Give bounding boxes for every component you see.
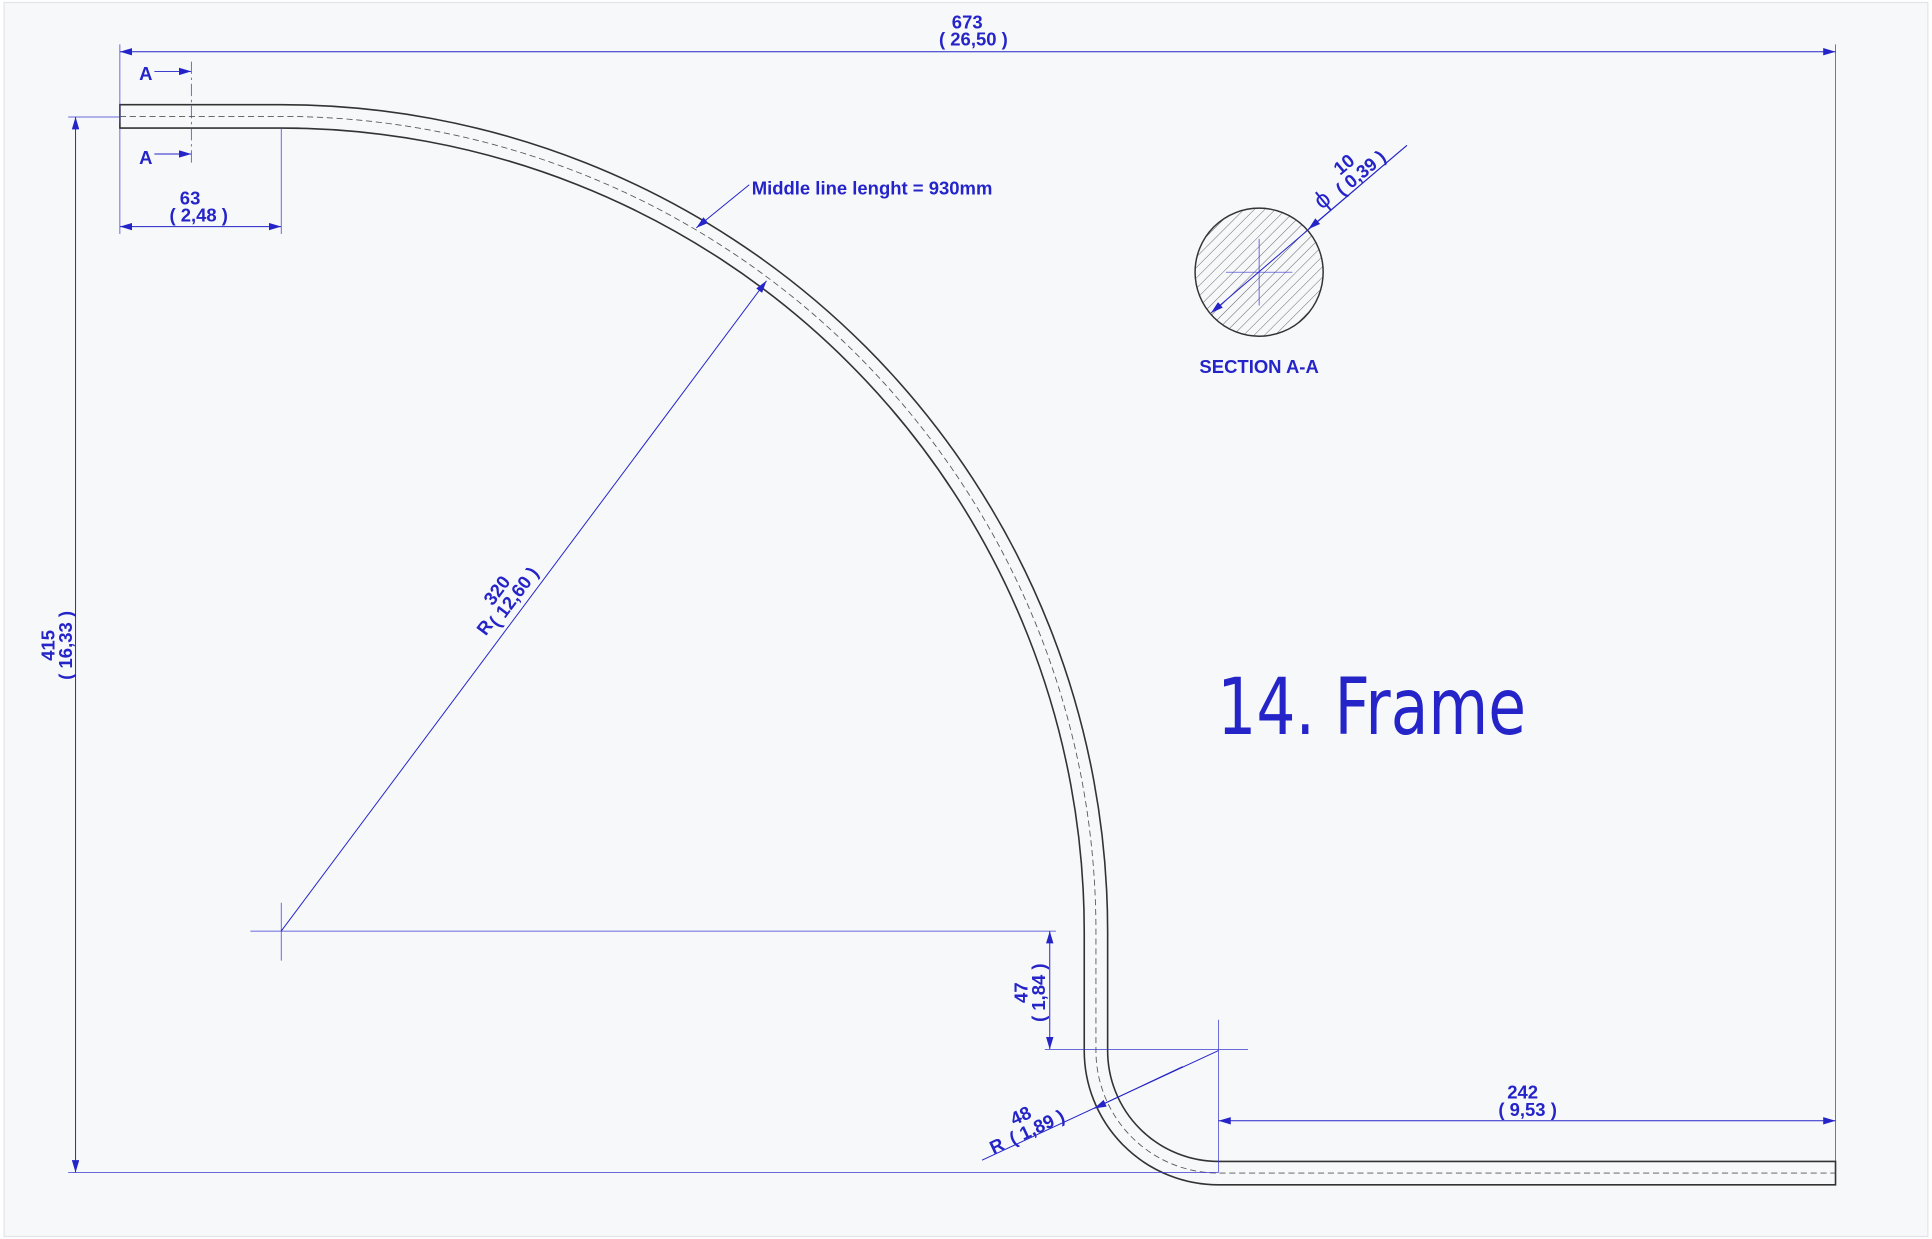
radius-leader — [280, 280, 767, 932]
cut-label: A — [139, 63, 152, 84]
dimension-inch: ( 1,84 ) — [1028, 963, 1049, 1022]
radius-arrow — [1093, 1066, 1183, 1109]
tube — [119, 103, 1837, 1186]
sheet — [3, 1, 1929, 1238]
dimension-value: 673 — [952, 11, 983, 32]
part-title: 14. Frame — [1217, 660, 1526, 753]
dimension-value: 242 — [1507, 1082, 1538, 1103]
section-label: SECTION A-A — [1199, 356, 1318, 377]
dimension-inch: ( 2,48 ) — [169, 205, 228, 226]
cut-label: A — [139, 147, 152, 168]
dimension-inch: ( 9,53 ) — [1498, 1099, 1557, 1120]
tube-centerline — [119, 115, 1836, 1174]
dimension-inch: ( 16,33 ) — [55, 611, 76, 680]
dimension-value: 415 — [38, 630, 59, 661]
dimension-value: 47 — [1011, 982, 1032, 1003]
dimension-value: 63 — [180, 187, 201, 208]
note: Middle line lenght = 930mm — [752, 178, 993, 199]
dimension-inch: ( 26,50 ) — [939, 29, 1008, 50]
diameter-line — [1308, 144, 1408, 230]
note-leader — [695, 184, 750, 229]
